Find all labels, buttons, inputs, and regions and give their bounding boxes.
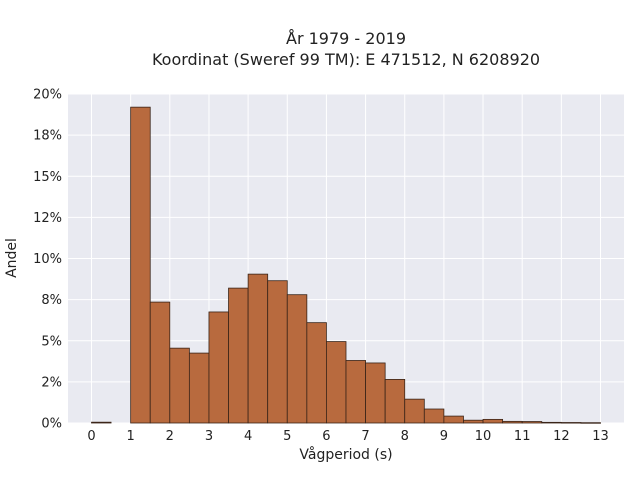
x-tick-label: 11 <box>514 429 531 444</box>
x-tick-label: 7 <box>361 429 369 444</box>
x-tick-label: 4 <box>244 429 252 444</box>
y-tick-label: 2% <box>41 375 62 390</box>
histogram-bar <box>228 287 249 424</box>
gridlines <box>68 93 624 424</box>
y-tick-label: 15% <box>33 170 62 185</box>
y-tick-label: 5% <box>41 334 62 349</box>
histogram-bar <box>169 347 190 424</box>
histogram-bar <box>423 408 445 424</box>
y-tick-label: 12% <box>33 211 62 226</box>
x-axis-ticks: 0 1 2 3 4 5 6 7 8 9 10 11 12 13 <box>87 429 608 444</box>
histogram-bar <box>384 379 406 424</box>
histogram-bar <box>306 322 327 424</box>
x-tick-label: 13 <box>592 429 609 444</box>
histogram-bar <box>541 421 562 424</box>
y-axis-label: Andel <box>4 238 20 278</box>
histogram-bar <box>560 422 582 424</box>
x-axis-label: Vågperiod (s) <box>299 447 393 463</box>
y-tick-label: 8% <box>41 293 62 308</box>
histogram-bar <box>91 421 112 424</box>
histogram-bar <box>521 421 543 424</box>
chart-title: År 1979 - 2019 <box>286 29 406 48</box>
x-tick-label: 3 <box>205 429 213 444</box>
x-tick-label: 10 <box>475 429 492 444</box>
histogram-bar <box>404 398 425 424</box>
histogram-bar <box>463 419 484 424</box>
histogram-bar <box>149 301 171 424</box>
histogram-bar <box>247 273 269 424</box>
x-tick-label: 5 <box>283 429 291 444</box>
x-tick-label: 12 <box>553 429 570 444</box>
histogram-bar <box>130 106 151 424</box>
histogram-bar <box>443 415 464 424</box>
x-tick-label: 8 <box>401 429 409 444</box>
histogram-bar <box>345 360 366 424</box>
histogram-bar <box>482 418 504 424</box>
histogram-bar <box>208 311 229 424</box>
histogram-bar <box>286 294 308 424</box>
x-tick-label: 0 <box>87 429 95 444</box>
histogram-bar <box>267 280 288 424</box>
histogram-bar <box>326 341 347 424</box>
x-tick-label: 6 <box>322 429 330 444</box>
chart-subtitle: Koordinat (Sweref 99 TM): E 471512, N 62… <box>151 50 541 69</box>
y-tick-label: 10% <box>33 252 62 267</box>
histogram-bars <box>91 106 601 424</box>
x-tick-label: 9 <box>440 429 448 444</box>
histogram-bar <box>502 420 523 424</box>
histogram-bar <box>365 362 386 424</box>
x-tick-label: 2 <box>166 429 174 444</box>
y-tick-label: 20% <box>33 88 62 103</box>
x-tick-label: 1 <box>127 429 135 444</box>
y-tick-label: 0% <box>41 417 62 432</box>
histogram-bar <box>580 422 601 424</box>
y-axis-ticks: 0% 2% 5% 8% 10% 12% 15% 18% 20% <box>33 88 62 432</box>
y-tick-label: 18% <box>33 129 62 144</box>
histogram-bar <box>188 352 210 424</box>
